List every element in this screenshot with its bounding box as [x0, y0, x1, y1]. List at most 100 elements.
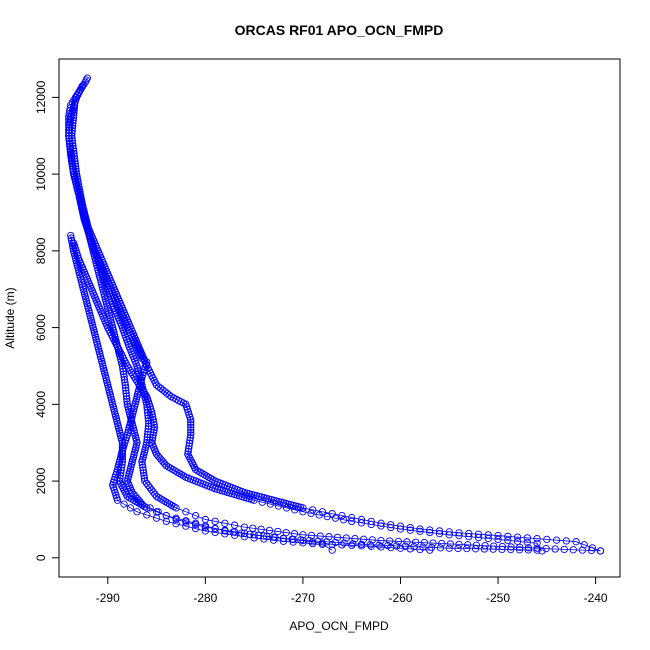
data-point	[283, 504, 291, 512]
data-point	[274, 502, 283, 510]
plot-frame	[58, 58, 621, 578]
data-point	[416, 525, 424, 533]
data-point	[366, 541, 374, 549]
data-point	[175, 469, 183, 478]
data-point	[69, 147, 78, 155]
data-point	[123, 395, 131, 403]
data-point	[138, 501, 147, 510]
x-tick-label: -260	[388, 591, 412, 605]
data-point	[377, 519, 385, 527]
data-point	[185, 442, 193, 450]
data-point	[168, 501, 176, 510]
data-point	[148, 436, 156, 444]
data-point	[290, 530, 299, 538]
data-point	[309, 539, 317, 548]
data-point	[221, 519, 229, 527]
data-point	[333, 533, 342, 542]
data-point	[125, 494, 134, 502]
data-point	[182, 522, 190, 530]
data-point	[184, 447, 192, 456]
data-point	[72, 165, 80, 173]
data-point	[134, 499, 142, 507]
data-point	[75, 183, 83, 191]
series-line	[70, 235, 430, 551]
data-point	[445, 544, 453, 552]
data-point	[180, 472, 188, 480]
data-point	[187, 418, 195, 426]
data-point	[426, 546, 434, 554]
data-point	[410, 543, 418, 551]
data-point	[138, 354, 146, 362]
data-point	[523, 534, 531, 542]
data-point	[169, 465, 177, 474]
data-point	[474, 533, 483, 542]
data-point	[309, 538, 317, 546]
data-point	[122, 389, 130, 398]
data-point	[69, 139, 77, 148]
data-point	[186, 434, 194, 442]
data-point	[191, 511, 200, 520]
data-point	[149, 433, 157, 442]
data-point	[68, 126, 76, 135]
data-point	[139, 469, 148, 477]
data-point	[121, 378, 129, 387]
data-point	[170, 503, 178, 511]
x-tick-label: -250	[486, 591, 510, 605]
data-point	[299, 536, 307, 545]
data-point	[455, 532, 463, 540]
data-point	[249, 524, 257, 532]
data-point	[266, 500, 275, 508]
data-point	[211, 525, 219, 533]
data-point	[120, 500, 128, 508]
x-axis: -290 -280 -270 -260 -250 -240	[96, 576, 608, 605]
data-point	[155, 494, 163, 502]
y-axis: 0 2000 4000 6000 8000 10000 12000	[34, 80, 60, 561]
data-point	[113, 496, 122, 504]
data-point	[342, 534, 350, 542]
data-series	[67, 231, 434, 554]
data-point	[200, 471, 208, 479]
data-point	[359, 535, 368, 543]
data-point	[578, 546, 587, 554]
data-point	[250, 534, 258, 542]
data-point	[420, 539, 428, 547]
data-point	[140, 503, 149, 511]
data-point	[406, 545, 414, 553]
data-point	[464, 541, 472, 549]
data-point	[70, 103, 79, 112]
data-point	[76, 190, 85, 199]
data-point	[76, 188, 84, 196]
data-point	[185, 439, 194, 447]
data-point	[121, 384, 130, 392]
data-point	[569, 546, 577, 554]
data-point	[438, 539, 446, 548]
data-point	[209, 476, 217, 484]
data-point	[435, 529, 444, 538]
data-point	[68, 124, 77, 132]
data-point	[348, 513, 356, 522]
data-point	[588, 544, 597, 552]
plot-area	[65, 74, 605, 555]
data-point	[172, 515, 180, 524]
data-point	[187, 426, 195, 434]
data-point	[201, 527, 209, 535]
data-point	[69, 144, 77, 153]
data-point	[387, 521, 395, 529]
data-point	[184, 445, 193, 453]
data-point	[73, 173, 81, 181]
data-point	[230, 531, 239, 539]
data-point	[524, 544, 533, 552]
data-point	[269, 536, 278, 544]
data-point	[187, 428, 195, 437]
data-point	[191, 520, 200, 529]
data-point	[68, 132, 76, 140]
data-point	[211, 528, 219, 537]
data-point	[490, 542, 498, 550]
data-point	[182, 508, 190, 516]
data-point	[132, 497, 140, 506]
data-point	[543, 535, 551, 544]
data-point	[116, 474, 124, 482]
data-point	[596, 547, 605, 555]
data-point	[140, 471, 148, 480]
